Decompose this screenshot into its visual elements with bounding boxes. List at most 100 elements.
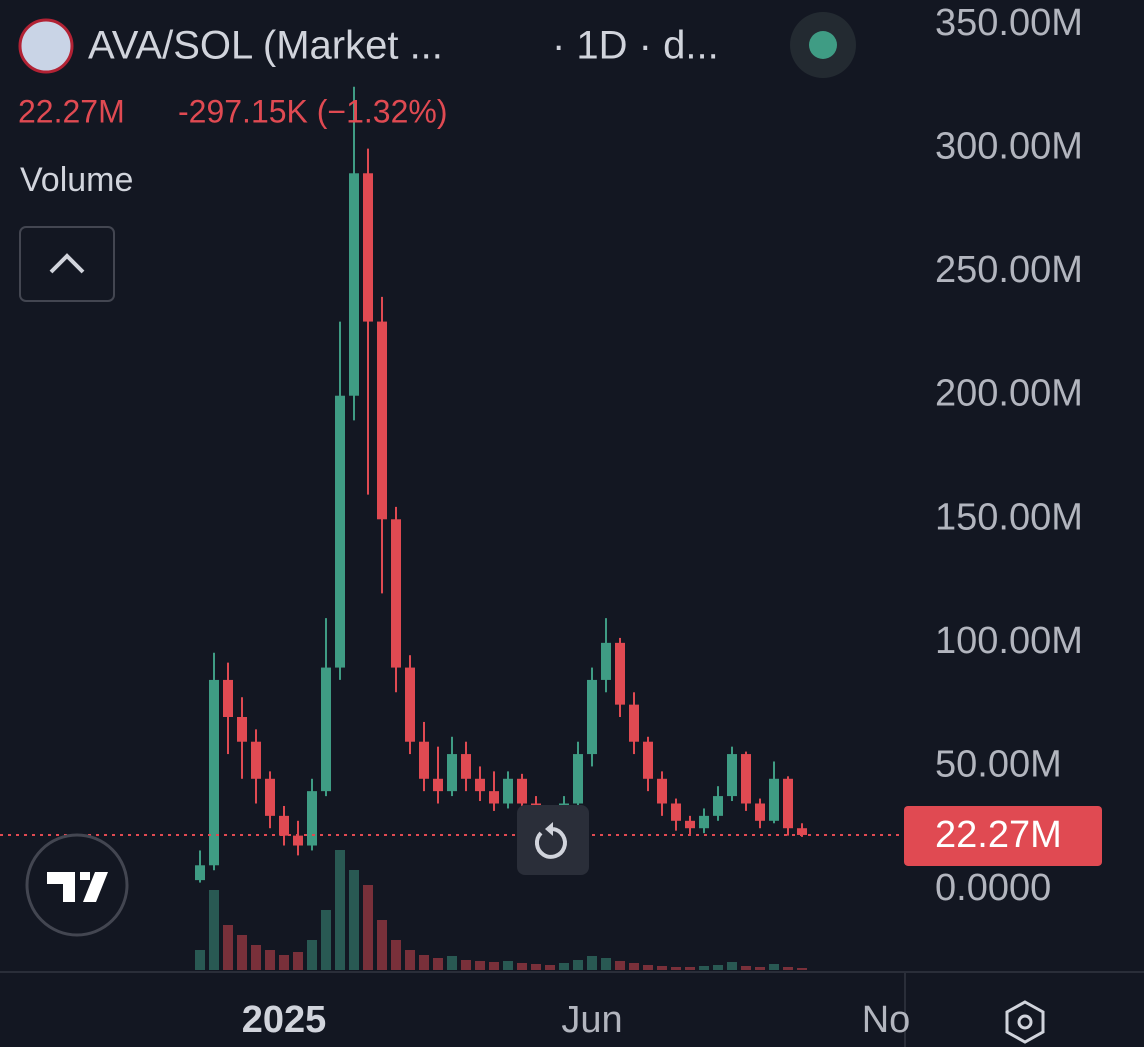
candle-body — [195, 865, 205, 881]
candle-body — [419, 741, 429, 779]
candle-body — [461, 754, 471, 779]
volume-bar — [265, 950, 275, 970]
volume-bar — [377, 920, 387, 970]
volume-bar — [279, 955, 289, 970]
x-tick-label: 2025 — [242, 999, 327, 1041]
volume-bar — [671, 967, 681, 970]
symbol-avatar[interactable] — [18, 18, 74, 74]
volume-bar — [741, 966, 751, 970]
candle-body — [755, 803, 765, 821]
y-tick-label: 200.00M — [935, 373, 1083, 415]
volume-bar — [447, 956, 457, 970]
candle-body — [433, 778, 443, 792]
settings-icon — [1017, 1014, 1033, 1030]
candle-body — [713, 796, 723, 816]
volume-bar — [503, 961, 513, 970]
candle-body — [629, 704, 639, 742]
candle-body — [475, 778, 485, 792]
y-tick-label: 50.00M — [935, 743, 1062, 785]
volume-bar — [349, 870, 359, 970]
x-tick-label: Jun — [561, 999, 622, 1041]
candle-body — [573, 754, 583, 804]
candle-body — [237, 717, 247, 742]
candle-body — [279, 815, 289, 836]
settings-button[interactable] — [1005, 1000, 1045, 1044]
y-tick-label: 100.00M — [935, 620, 1083, 662]
tv-logo — [47, 872, 108, 902]
volume-bar — [223, 925, 233, 970]
volume-bar — [545, 965, 555, 970]
volume-bar — [615, 961, 625, 970]
volume-bar — [573, 960, 583, 970]
volume-bar — [699, 966, 709, 970]
volume-bar — [433, 958, 443, 970]
y-tick-label: 0.0000 — [935, 867, 1051, 909]
pane-label: Volume — [20, 161, 133, 199]
volume-bar — [195, 950, 205, 970]
collapse-button[interactable] — [19, 226, 115, 302]
y-tick-label: 300.00M — [935, 126, 1083, 168]
chevron-icon — [49, 253, 85, 274]
volume-bar — [531, 964, 541, 970]
volume-bar — [559, 963, 569, 970]
volume-bar — [587, 956, 597, 970]
candle-body — [657, 778, 667, 804]
candle-body — [601, 642, 611, 680]
candle-body — [377, 321, 387, 520]
tv-logo-button[interactable] — [25, 833, 129, 937]
plot-area — [0, 86, 905, 970]
volume-bar — [629, 963, 639, 970]
candle-body — [699, 815, 709, 829]
interval: · 1D · d... — [552, 24, 719, 68]
candle-body — [587, 679, 597, 755]
volume-bar — [643, 965, 653, 970]
y-tick-label: 150.00M — [935, 496, 1083, 538]
volume-bar — [461, 960, 471, 970]
reset-icon — [534, 827, 567, 859]
candle-body — [685, 820, 695, 829]
volume-bar — [713, 965, 723, 970]
volume-bar — [251, 945, 261, 970]
volume-bar — [237, 935, 247, 970]
volume-bar — [657, 966, 667, 970]
candle-body — [783, 778, 793, 829]
candle-body — [447, 754, 457, 792]
volume-bar — [727, 962, 737, 970]
candle-body — [797, 828, 807, 835]
candle-body — [517, 778, 527, 804]
volume-bar — [405, 950, 415, 970]
candle-body — [321, 667, 331, 792]
candle-body — [615, 642, 625, 705]
candle-body — [293, 835, 303, 846]
change-value: -297.15K (−1.32%) — [178, 93, 448, 129]
volume-bar — [601, 958, 611, 970]
candle-body — [769, 778, 779, 821]
reset-button[interactable] — [517, 805, 589, 875]
reset-arrow — [545, 822, 553, 836]
symbol-title[interactable]: AVA/SOL (Market ... — [88, 24, 443, 68]
x-tick-label: No — [862, 999, 911, 1041]
status-dot — [809, 31, 837, 59]
candle-body — [643, 741, 653, 779]
candle-body — [503, 778, 513, 804]
volume-bar — [685, 967, 695, 970]
volume-bar — [769, 964, 779, 970]
volume-bar — [517, 963, 527, 970]
candle-body — [209, 679, 219, 866]
candle-body — [671, 803, 681, 821]
price-tag-label: 22.27M — [935, 814, 1062, 856]
candle-body — [251, 741, 261, 779]
y-tick-label: 350.00M — [935, 2, 1083, 44]
candle-body — [363, 173, 373, 322]
volume-bar — [419, 955, 429, 970]
volume-bar — [209, 890, 219, 970]
volume-bar — [797, 968, 807, 970]
candle-body — [223, 679, 233, 717]
candle-body — [489, 791, 499, 804]
volume-bar — [321, 910, 331, 970]
price-tag — [904, 805, 1102, 866]
volume-bar — [307, 940, 317, 970]
candle-body — [391, 519, 401, 668]
